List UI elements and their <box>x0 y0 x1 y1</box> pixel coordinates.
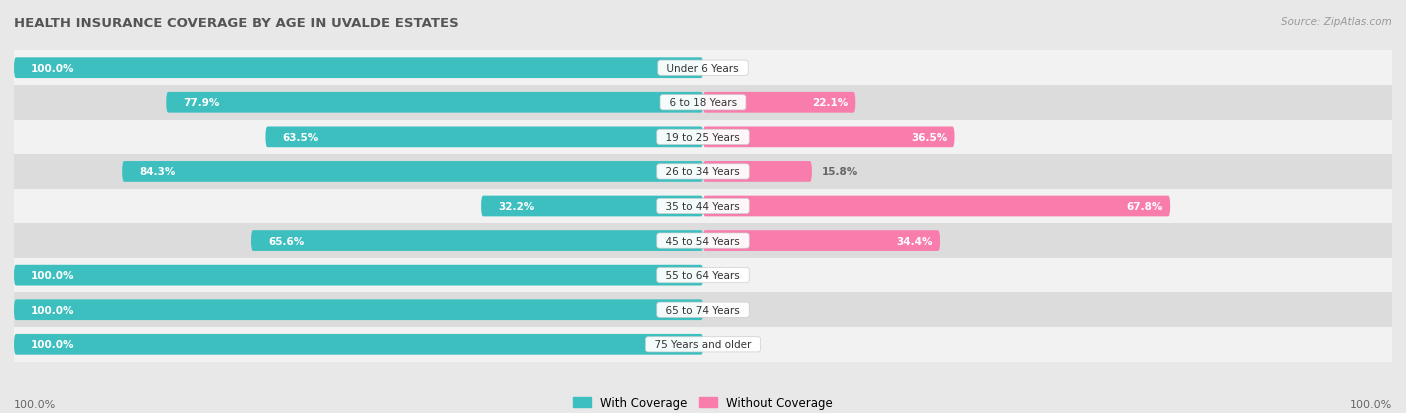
Text: 100.0%: 100.0% <box>14 399 56 409</box>
Text: 75 Years and older: 75 Years and older <box>648 339 758 349</box>
Text: 67.8%: 67.8% <box>1126 202 1163 211</box>
Text: 84.3%: 84.3% <box>139 167 176 177</box>
Legend: With Coverage, Without Coverage: With Coverage, Without Coverage <box>568 392 838 413</box>
FancyBboxPatch shape <box>481 196 703 217</box>
Text: 100.0%: 100.0% <box>31 271 75 280</box>
FancyBboxPatch shape <box>122 161 703 183</box>
FancyBboxPatch shape <box>252 230 703 252</box>
Text: 65.6%: 65.6% <box>269 236 305 246</box>
Bar <box>14 155 1392 189</box>
Text: 63.5%: 63.5% <box>283 133 319 142</box>
Bar <box>14 51 1392 86</box>
Text: 36.5%: 36.5% <box>911 133 948 142</box>
Text: HEALTH INSURANCE COVERAGE BY AGE IN UVALDE ESTATES: HEALTH INSURANCE COVERAGE BY AGE IN UVAL… <box>14 17 458 29</box>
Bar <box>14 224 1392 258</box>
Text: 100.0%: 100.0% <box>1350 399 1392 409</box>
Text: 32.2%: 32.2% <box>498 202 534 211</box>
Bar <box>14 293 1392 327</box>
FancyBboxPatch shape <box>14 299 703 320</box>
Bar <box>14 327 1392 362</box>
Bar <box>14 86 1392 120</box>
FancyBboxPatch shape <box>703 127 955 148</box>
Text: 45 to 54 Years: 45 to 54 Years <box>659 236 747 246</box>
Text: 0.0%: 0.0% <box>713 339 742 349</box>
Bar <box>14 120 1392 155</box>
FancyBboxPatch shape <box>703 161 811 183</box>
Text: 77.9%: 77.9% <box>184 98 219 108</box>
Text: 34.4%: 34.4% <box>897 236 934 246</box>
Text: 55 to 64 Years: 55 to 64 Years <box>659 271 747 280</box>
FancyBboxPatch shape <box>703 93 855 114</box>
FancyBboxPatch shape <box>14 265 703 286</box>
Text: 0.0%: 0.0% <box>713 271 742 280</box>
Text: Under 6 Years: Under 6 Years <box>661 64 745 74</box>
Bar <box>14 258 1392 293</box>
Text: 6 to 18 Years: 6 to 18 Years <box>662 98 744 108</box>
Text: 19 to 25 Years: 19 to 25 Years <box>659 133 747 142</box>
FancyBboxPatch shape <box>14 334 703 355</box>
FancyBboxPatch shape <box>703 230 941 252</box>
FancyBboxPatch shape <box>703 196 1170 217</box>
Text: 65 to 74 Years: 65 to 74 Years <box>659 305 747 315</box>
Text: 100.0%: 100.0% <box>31 305 75 315</box>
FancyBboxPatch shape <box>14 58 703 79</box>
Text: 26 to 34 Years: 26 to 34 Years <box>659 167 747 177</box>
Text: 100.0%: 100.0% <box>31 64 75 74</box>
Text: 0.0%: 0.0% <box>713 64 742 74</box>
FancyBboxPatch shape <box>266 127 703 148</box>
Text: 22.1%: 22.1% <box>813 98 848 108</box>
Text: 15.8%: 15.8% <box>823 167 859 177</box>
Text: Source: ZipAtlas.com: Source: ZipAtlas.com <box>1281 17 1392 26</box>
Text: 100.0%: 100.0% <box>31 339 75 349</box>
Text: 35 to 44 Years: 35 to 44 Years <box>659 202 747 211</box>
Text: 0.0%: 0.0% <box>713 305 742 315</box>
FancyBboxPatch shape <box>166 93 703 114</box>
Bar <box>14 189 1392 224</box>
